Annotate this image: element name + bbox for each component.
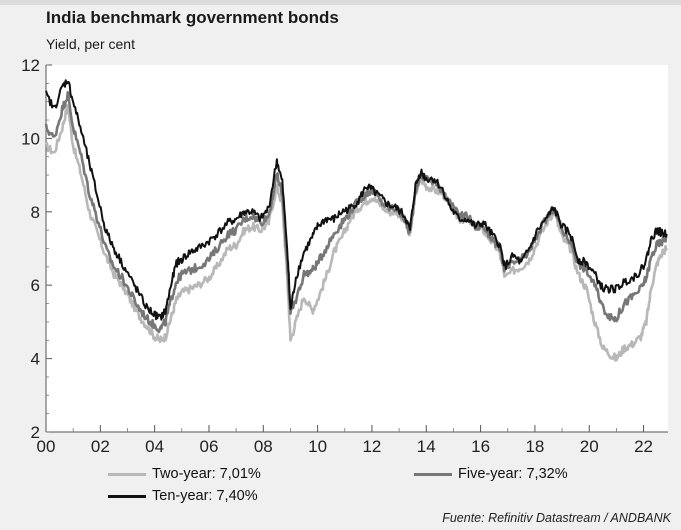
y-tick-label: 2 xyxy=(31,423,40,442)
y-tick-label: 10 xyxy=(21,129,40,148)
plot-area xyxy=(46,65,668,432)
y-tick-label: 6 xyxy=(31,276,40,295)
x-tick-label: 16 xyxy=(471,437,490,456)
x-tick-label: 22 xyxy=(634,437,653,456)
x-tick-label: 08 xyxy=(254,437,273,456)
legend-swatch-five-year xyxy=(414,472,452,476)
x-tick-label: 18 xyxy=(525,437,544,456)
x-tick-label: 14 xyxy=(417,437,436,456)
legend-swatch-ten-year xyxy=(108,494,146,498)
y-tick-label: 4 xyxy=(31,350,40,369)
x-tick-label: 10 xyxy=(308,437,327,456)
x-tick-label: 02 xyxy=(91,437,110,456)
legend-label-two-year: Two-year: 7,01% xyxy=(152,466,261,482)
legend-label-ten-year: Ten-year: 7,40% xyxy=(152,488,258,504)
series-line-0 xyxy=(45,104,668,362)
x-tick-label: 04 xyxy=(145,437,164,456)
top-bar xyxy=(0,0,681,5)
x-tick-label: 20 xyxy=(580,437,599,456)
y-tick-label: 12 xyxy=(21,56,40,75)
chart-title: India benchmark government bonds xyxy=(46,8,339,27)
series-line-2 xyxy=(45,79,668,321)
x-tick-label: 06 xyxy=(200,437,219,456)
y-tick-label: 8 xyxy=(31,203,40,222)
legend-swatch-two-year xyxy=(108,472,146,476)
source-note: Fuente: Refinitiv Datastream / ANDBANK xyxy=(442,511,671,525)
legend-item-five-year: Five-year: 7,32% xyxy=(414,466,568,482)
chart-subtitle: Yield, per cent xyxy=(46,36,135,52)
legend-item-two-year: Two-year: 7,01% xyxy=(108,466,261,482)
x-tick-label: 12 xyxy=(362,437,381,456)
x-tick-label: 00 xyxy=(37,437,56,456)
legend-item-ten-year: Ten-year: 7,40% xyxy=(108,488,258,504)
legend-label-five-year: Five-year: 7,32% xyxy=(458,466,568,482)
